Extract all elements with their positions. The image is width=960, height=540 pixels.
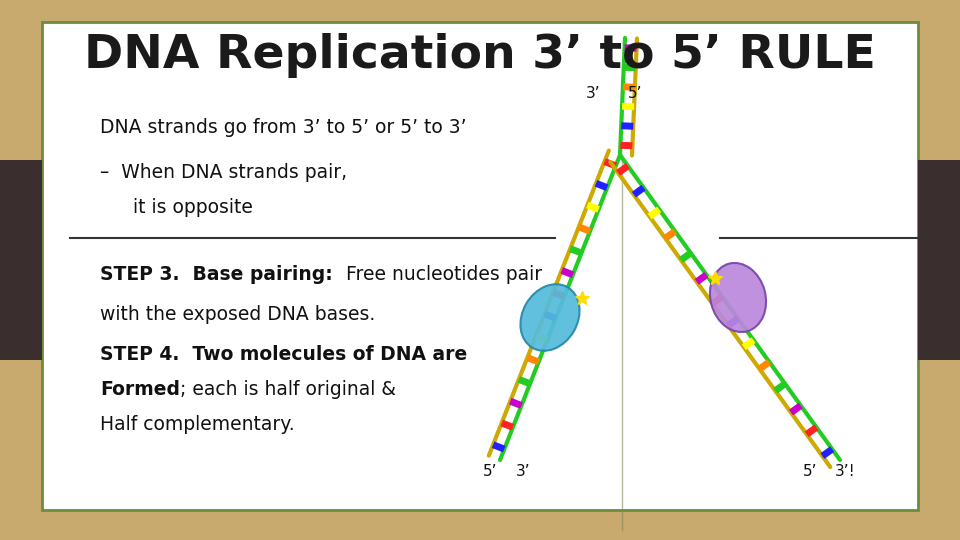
Bar: [0, 160, 42, 360]
Text: ; each is half original &: ; each is half original &: [180, 380, 396, 399]
Text: 5’: 5’: [803, 464, 817, 480]
Text: –  When DNA strands pair,: – When DNA strands pair,: [100, 163, 348, 182]
Ellipse shape: [710, 263, 766, 332]
Ellipse shape: [520, 284, 580, 351]
Bar: [918, 160, 960, 360]
Text: 5’: 5’: [483, 464, 497, 480]
Text: STEP 4.  Two molecules of DNA are: STEP 4. Two molecules of DNA are: [100, 345, 468, 364]
Text: DNA strands go from 3’ to 5’ or 5’ to 3’: DNA strands go from 3’ to 5’ or 5’ to 3’: [100, 118, 467, 137]
Text: 3’: 3’: [586, 85, 600, 100]
Text: 5’: 5’: [628, 85, 642, 100]
Text: Formed: Formed: [100, 380, 180, 399]
Text: it is opposite: it is opposite: [115, 198, 252, 217]
Text: 3’!: 3’!: [834, 464, 855, 480]
Text: DNA Replication 3’ to 5’ RULE: DNA Replication 3’ to 5’ RULE: [84, 32, 876, 78]
Text: 3’: 3’: [516, 464, 530, 480]
Text: Half complementary.: Half complementary.: [100, 415, 295, 434]
Text: with the exposed DNA bases.: with the exposed DNA bases.: [100, 305, 375, 324]
Text: Free nucleotides pair: Free nucleotides pair: [346, 265, 541, 284]
Text: STEP 3.  Base pairing:: STEP 3. Base pairing:: [100, 265, 346, 284]
